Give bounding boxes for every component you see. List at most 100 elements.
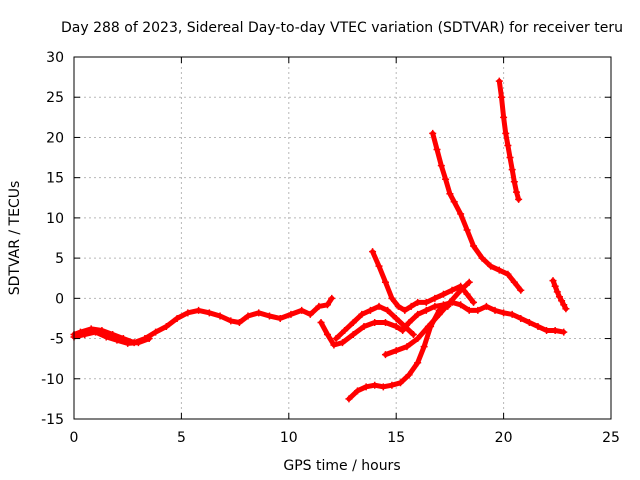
data-point-marker bbox=[478, 254, 486, 262]
data-point-marker bbox=[465, 278, 473, 286]
x-tick-label: 0 bbox=[70, 430, 79, 446]
data-point-marker bbox=[328, 294, 336, 302]
data-point-marker bbox=[401, 306, 409, 314]
data-point-marker bbox=[497, 93, 505, 101]
data-point-marker bbox=[508, 310, 516, 318]
data-point-marker bbox=[366, 306, 374, 314]
data-point-marker bbox=[429, 129, 437, 137]
x-tick-label: 5 bbox=[177, 430, 186, 446]
data-point-marker bbox=[255, 309, 263, 317]
data-point-marker bbox=[349, 331, 357, 339]
series-track-4 bbox=[332, 302, 417, 343]
y-tick-label: 5 bbox=[55, 251, 64, 267]
data-point-marker bbox=[457, 210, 465, 218]
data-point-marker bbox=[500, 113, 508, 121]
y-tick-label: 0 bbox=[55, 291, 64, 307]
data-point-marker bbox=[371, 381, 379, 389]
data-point-marker bbox=[446, 190, 454, 198]
data-point-marker bbox=[463, 226, 471, 234]
data-point-marker bbox=[431, 302, 439, 310]
data-point-marker bbox=[102, 333, 110, 341]
data-point-marker bbox=[244, 312, 252, 320]
data-point-marker bbox=[298, 306, 306, 314]
series-track-7 bbox=[381, 278, 473, 359]
data-point-marker bbox=[113, 336, 121, 344]
data-point-marker bbox=[414, 359, 422, 367]
data-point-marker bbox=[173, 314, 181, 322]
data-point-marker bbox=[409, 331, 417, 339]
data-point-marker bbox=[435, 310, 443, 318]
data-point-marker bbox=[379, 383, 387, 391]
data-point-marker bbox=[145, 335, 153, 343]
data-point-marker bbox=[508, 166, 516, 174]
data-point-marker bbox=[332, 335, 340, 343]
data-point-marker bbox=[446, 298, 454, 306]
data-point-marker bbox=[534, 322, 542, 330]
data-point-marker bbox=[551, 282, 559, 290]
data-point-marker bbox=[91, 328, 99, 336]
x-tick-label: 10 bbox=[280, 430, 298, 446]
data-point-marker bbox=[287, 310, 295, 318]
data-point-marker bbox=[470, 242, 478, 250]
data-point-marker bbox=[463, 290, 471, 298]
data-point-marker bbox=[442, 175, 450, 183]
data-point-marker bbox=[392, 322, 400, 330]
series-track-1 bbox=[70, 294, 336, 347]
series-track-8 bbox=[429, 129, 525, 294]
data-point-marker bbox=[422, 306, 430, 314]
x-tick-label: 15 bbox=[387, 430, 405, 446]
data-point-marker bbox=[465, 306, 473, 314]
data-point-marker bbox=[517, 286, 525, 294]
data-point-marker bbox=[152, 328, 160, 336]
data-point-marker bbox=[512, 188, 520, 196]
data-point-marker bbox=[381, 318, 389, 326]
data-point-marker bbox=[162, 322, 170, 330]
data-point-marker bbox=[360, 322, 368, 330]
data-point-marker bbox=[500, 309, 508, 317]
data-point-marker bbox=[424, 322, 432, 330]
chart-title: Day 288 of 2023, Sidereal Day-to-day VTE… bbox=[61, 20, 623, 36]
data-point-marker bbox=[504, 270, 512, 278]
data-point-marker bbox=[515, 195, 523, 203]
data-point-marker bbox=[369, 248, 377, 256]
data-point-marker bbox=[470, 298, 478, 306]
data-point-marker bbox=[403, 343, 411, 351]
data-point-marker bbox=[330, 341, 338, 349]
data-point-marker bbox=[227, 317, 235, 325]
y-axis-label: SDTVAR / TECUs bbox=[7, 181, 23, 296]
data-point-marker bbox=[358, 310, 366, 318]
data-point-marker bbox=[323, 331, 331, 339]
data-point-marker bbox=[495, 266, 503, 274]
data-point-marker bbox=[474, 306, 482, 314]
data-point-marker bbox=[495, 77, 503, 85]
x-axis-label: GPS time / hours bbox=[283, 458, 400, 474]
data-point-marker bbox=[558, 297, 566, 305]
data-point-marker bbox=[392, 347, 400, 355]
x-tick-label: 25 bbox=[602, 430, 620, 446]
data-point-marker bbox=[124, 339, 132, 347]
axes: 0 5 10 15 20 25 -15 -10 -5 0 5 10 15 20 25 30 bbox=[41, 50, 620, 446]
data-point-marker bbox=[405, 318, 413, 326]
series-line bbox=[333, 303, 416, 342]
data-point-marker bbox=[317, 318, 325, 326]
y-tick-label: -15 bbox=[41, 412, 64, 428]
data-point-marker bbox=[195, 306, 203, 314]
data-point-marker bbox=[543, 327, 551, 335]
y-tick-label: 10 bbox=[46, 211, 64, 227]
data-point-marker bbox=[549, 277, 557, 285]
data-point-marker bbox=[184, 309, 192, 317]
data-point-marker bbox=[405, 371, 413, 379]
y-tick-label: -10 bbox=[41, 372, 64, 388]
data-point-marker bbox=[502, 129, 510, 137]
data-point-marker bbox=[457, 286, 465, 294]
data-point-marker bbox=[555, 293, 563, 301]
y-tick-label: 15 bbox=[46, 171, 64, 187]
data-point-marker bbox=[306, 310, 314, 318]
data-point-marker bbox=[517, 314, 525, 322]
data-point-marker bbox=[491, 306, 499, 314]
data-point-marker bbox=[399, 327, 407, 335]
data-point-marker bbox=[381, 278, 389, 286]
series-line bbox=[496, 78, 522, 202]
data-point-marker bbox=[375, 302, 383, 310]
